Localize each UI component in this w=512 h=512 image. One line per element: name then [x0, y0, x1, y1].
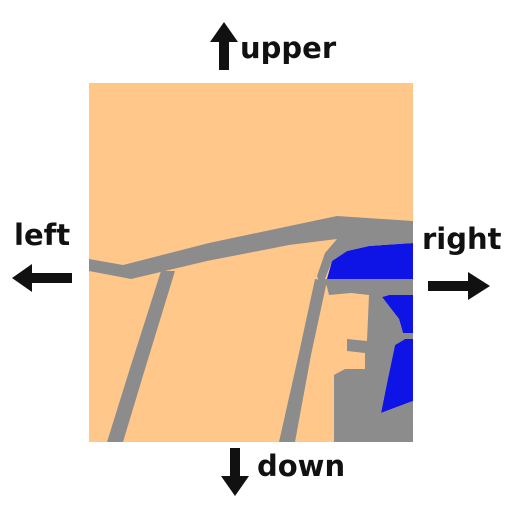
- direction-label-left: left: [14, 218, 71, 252]
- water-area: [327, 243, 413, 279]
- arrow-up-icon: [210, 22, 238, 70]
- arrow-right-icon: [428, 272, 490, 300]
- arrow-left-icon: [12, 264, 72, 292]
- direction-label-upper: upper: [240, 31, 337, 65]
- road: [325, 279, 413, 442]
- arrow-down-icon: [221, 448, 249, 496]
- water-area: [382, 295, 413, 333]
- road: [107, 271, 175, 442]
- road: [279, 279, 327, 442]
- road: [89, 216, 413, 287]
- direction-label-down: down: [257, 449, 346, 483]
- direction-label-right: right: [422, 222, 502, 256]
- map-tile: [89, 83, 413, 442]
- water-area: [381, 339, 413, 413]
